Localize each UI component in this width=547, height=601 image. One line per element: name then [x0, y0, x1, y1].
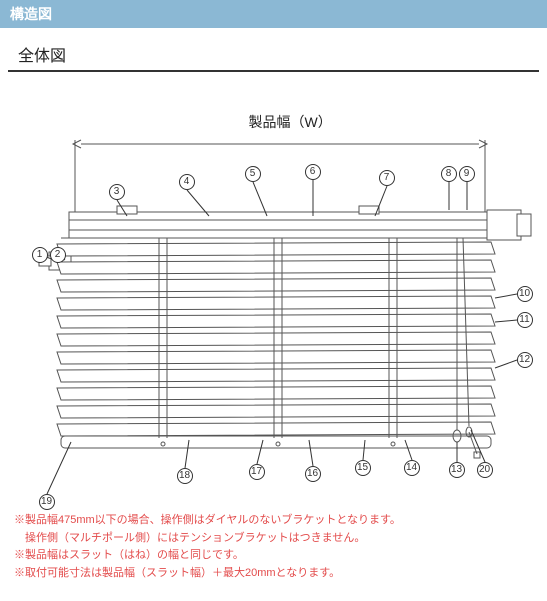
lead-line: [495, 360, 517, 368]
lead-line: [495, 320, 517, 322]
callout-12: 12: [517, 352, 533, 368]
lead-line: [495, 294, 517, 298]
callout-19: 19: [39, 494, 55, 510]
diagram-area: 製品幅（W）: [9, 82, 539, 502]
callout-6: 6: [305, 164, 321, 180]
callout-17: 17: [249, 464, 265, 480]
notes-block: ※製品幅475mm以下の場合、操作側はダイヤルのないブラケットとなります。 操作…: [0, 502, 547, 592]
callout-16: 16: [305, 466, 321, 482]
callout-8: 8: [441, 166, 457, 182]
callout-15: 15: [355, 460, 371, 476]
callout-13: 13: [449, 462, 465, 478]
section-title: 構造図: [10, 6, 52, 22]
note-line: 操作側（マルチポール側）にはテンションブラケットはつきません。: [14, 530, 533, 548]
subtitle: 全体図: [18, 42, 529, 66]
callout-14: 14: [404, 460, 420, 476]
callout-4: 4: [179, 174, 195, 190]
lead-line: [253, 182, 267, 216]
callout-20: 20: [477, 462, 493, 478]
lead-line: [47, 442, 71, 494]
callout-10: 10: [517, 286, 533, 302]
section-header: 構造図: [0, 0, 547, 28]
callout-1: 1: [32, 247, 48, 263]
callout-9: 9: [459, 166, 475, 182]
note-line: ※製品幅はスラット（はね）の幅と同じです。: [14, 547, 533, 565]
callout-11: 11: [517, 312, 533, 328]
note-line: ※取付可能寸法は製品幅（スラット幅）＋最大20mmとなります。: [14, 565, 533, 583]
blind-diagram: [9, 82, 539, 502]
callout-7: 7: [379, 170, 395, 186]
callout-3: 3: [109, 184, 125, 200]
callout-5: 5: [245, 166, 261, 182]
note-line: ※製品幅475mm以下の場合、操作側はダイヤルのないブラケットとなります。: [14, 512, 533, 530]
callout-18: 18: [177, 468, 193, 484]
subtitle-wrap: 全体図: [8, 28, 539, 72]
callout-2: 2: [50, 247, 66, 263]
